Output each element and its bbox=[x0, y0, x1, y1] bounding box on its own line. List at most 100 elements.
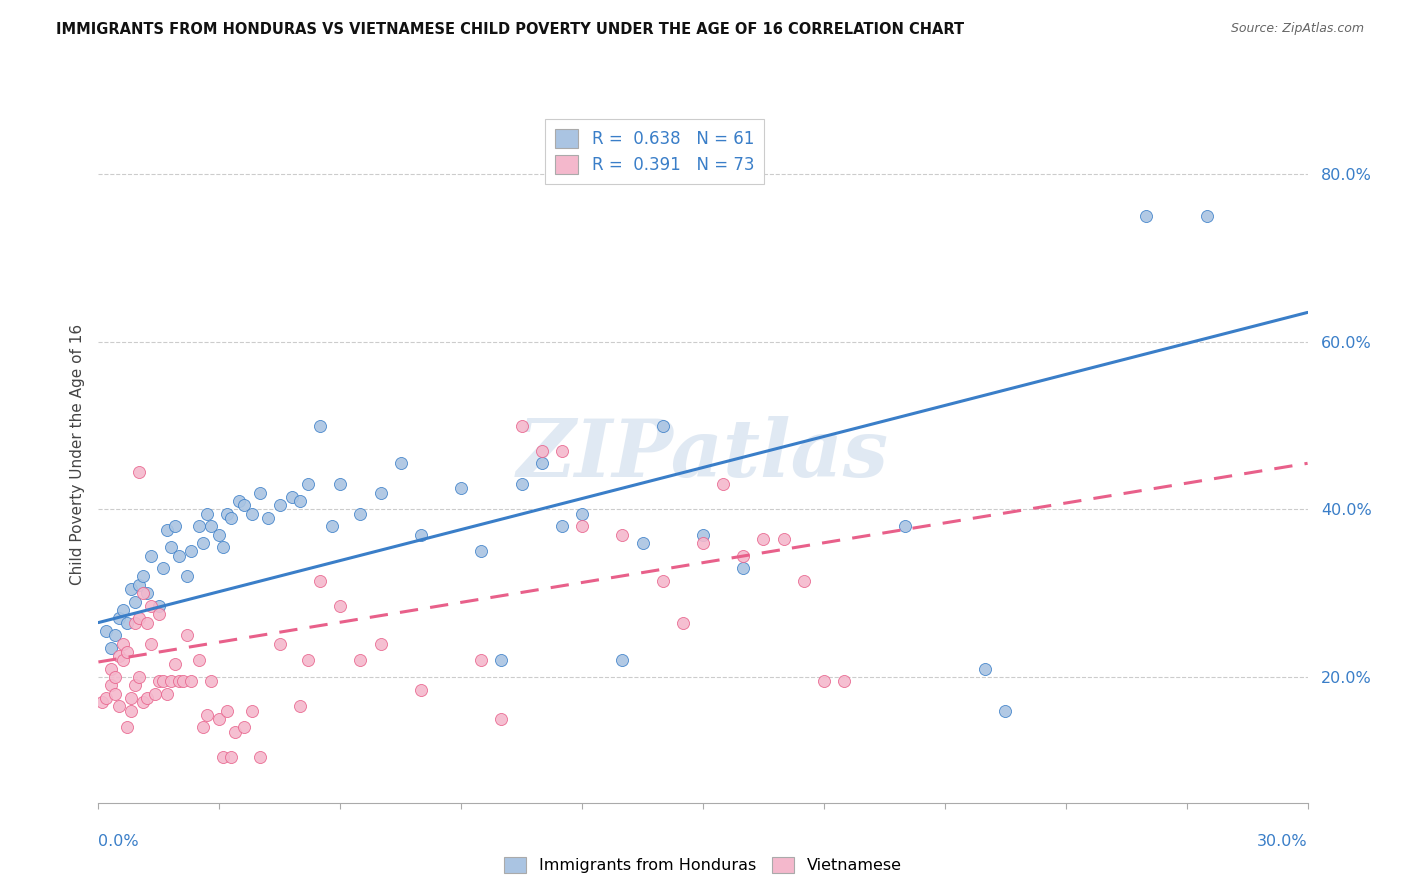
Point bbox=[349, 653, 371, 667]
Point bbox=[752, 532, 775, 546]
Point bbox=[176, 628, 198, 642]
Point bbox=[167, 674, 190, 689]
Point bbox=[200, 674, 222, 689]
Point bbox=[612, 653, 634, 667]
Point bbox=[103, 687, 125, 701]
Point bbox=[217, 704, 239, 718]
Point bbox=[160, 674, 183, 689]
Point bbox=[152, 674, 174, 689]
Point bbox=[772, 532, 794, 546]
Point bbox=[139, 549, 162, 563]
Point bbox=[212, 540, 235, 554]
Point bbox=[269, 636, 291, 650]
Text: ZIPatlas: ZIPatlas bbox=[517, 417, 889, 493]
Point bbox=[232, 720, 254, 734]
Point bbox=[212, 749, 235, 764]
Point bbox=[692, 527, 714, 541]
Point bbox=[96, 624, 118, 638]
Point bbox=[491, 712, 513, 726]
Point bbox=[111, 653, 134, 667]
Point bbox=[813, 674, 835, 689]
Point bbox=[288, 699, 311, 714]
Point bbox=[651, 574, 673, 588]
Point bbox=[329, 599, 352, 613]
Point bbox=[733, 549, 755, 563]
Point bbox=[124, 615, 146, 630]
Point bbox=[370, 636, 392, 650]
Point bbox=[100, 678, 122, 692]
Point bbox=[139, 636, 162, 650]
Point bbox=[571, 507, 593, 521]
Point bbox=[208, 712, 231, 726]
Point bbox=[193, 720, 215, 734]
Point bbox=[115, 720, 138, 734]
Point bbox=[180, 544, 202, 558]
Point bbox=[195, 707, 218, 722]
Point bbox=[156, 524, 179, 538]
Point bbox=[974, 662, 997, 676]
Point bbox=[100, 662, 122, 676]
Point bbox=[409, 682, 432, 697]
Text: 0.0%: 0.0% bbox=[98, 834, 139, 849]
Point bbox=[269, 498, 291, 512]
Point bbox=[135, 615, 157, 630]
Point bbox=[297, 653, 319, 667]
Point bbox=[100, 640, 122, 655]
Point bbox=[132, 695, 155, 709]
Point bbox=[180, 674, 202, 689]
Point bbox=[551, 519, 574, 533]
Point bbox=[103, 670, 125, 684]
Point bbox=[692, 536, 714, 550]
Point bbox=[491, 653, 513, 667]
Point bbox=[224, 724, 246, 739]
Point bbox=[128, 670, 150, 684]
Point bbox=[470, 544, 492, 558]
Point bbox=[450, 482, 472, 496]
Point bbox=[120, 582, 142, 596]
Point bbox=[631, 536, 654, 550]
Text: 30.0%: 30.0% bbox=[1257, 834, 1308, 849]
Legend: Immigrants from Honduras, Vietnamese: Immigrants from Honduras, Vietnamese bbox=[498, 850, 908, 880]
Point bbox=[111, 603, 134, 617]
Point bbox=[711, 477, 734, 491]
Point bbox=[107, 699, 129, 714]
Point bbox=[1195, 209, 1218, 223]
Point bbox=[249, 749, 271, 764]
Point bbox=[172, 674, 194, 689]
Point bbox=[893, 519, 915, 533]
Point bbox=[120, 704, 142, 718]
Point bbox=[793, 574, 815, 588]
Point bbox=[1135, 209, 1157, 223]
Point bbox=[111, 636, 134, 650]
Point bbox=[217, 507, 239, 521]
Point bbox=[309, 574, 332, 588]
Point bbox=[470, 653, 492, 667]
Point bbox=[148, 674, 170, 689]
Point bbox=[107, 611, 129, 625]
Point bbox=[510, 477, 533, 491]
Point bbox=[232, 498, 254, 512]
Point bbox=[152, 561, 174, 575]
Point bbox=[672, 615, 695, 630]
Point bbox=[612, 527, 634, 541]
Point bbox=[297, 477, 319, 491]
Point bbox=[160, 540, 183, 554]
Point bbox=[148, 599, 170, 613]
Point bbox=[651, 418, 673, 433]
Point bbox=[309, 418, 332, 433]
Point bbox=[128, 611, 150, 625]
Point bbox=[571, 519, 593, 533]
Point bbox=[156, 687, 179, 701]
Point bbox=[530, 456, 553, 470]
Point bbox=[193, 536, 215, 550]
Point bbox=[321, 519, 343, 533]
Point bbox=[221, 749, 243, 764]
Point bbox=[163, 519, 186, 533]
Point bbox=[228, 494, 250, 508]
Point bbox=[195, 507, 218, 521]
Point bbox=[143, 687, 166, 701]
Point bbox=[240, 704, 263, 718]
Point bbox=[163, 657, 186, 672]
Point bbox=[221, 510, 243, 524]
Point bbox=[167, 549, 190, 563]
